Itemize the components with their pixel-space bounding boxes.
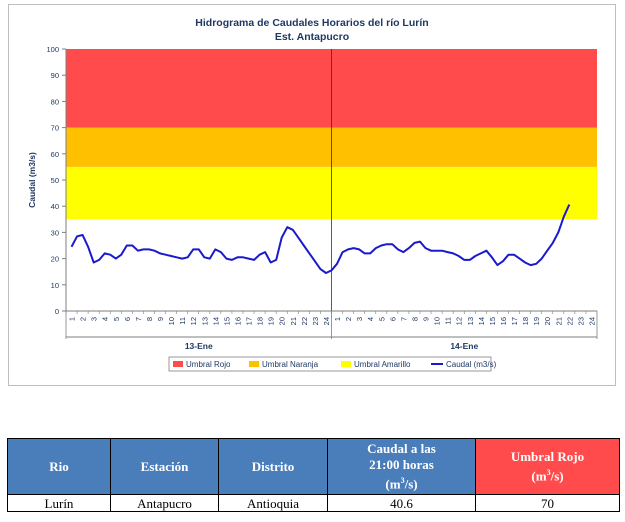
x-tick-label: 5	[377, 317, 386, 321]
x-tick-label: 8	[410, 317, 419, 321]
x-tick-label: 7	[134, 317, 143, 321]
x-tick-label: 24	[322, 317, 331, 325]
cell-rio: Lurín	[7, 494, 111, 512]
legend-label: Umbral Amarillo	[354, 360, 411, 369]
summary-table: Rio Estación Distrito Caudal a las 21:00…	[7, 438, 620, 512]
y-tick-label: 50	[51, 176, 59, 185]
chart-title: Hidrograma de Caudales Horarios del río …	[195, 17, 428, 29]
x-tick-label: 14	[211, 317, 220, 325]
y-tick-label: 30	[51, 228, 59, 237]
table-row: Lurín Antapucro Antioquia 40.6 70	[7, 494, 620, 512]
x-tick-label: 10	[433, 317, 442, 325]
legend-label: Caudal (m3/s)	[446, 360, 497, 369]
header-rio: Rio	[7, 438, 111, 495]
header-estacion: Estación	[110, 438, 219, 495]
y-tick-label: 90	[51, 71, 59, 80]
day-label: 14-Ene	[450, 341, 478, 351]
y-tick-label: 60	[51, 150, 59, 159]
table-header-row: Rio Estación Distrito Caudal a las 21:00…	[7, 438, 620, 495]
x-tick-label: 6	[123, 317, 132, 321]
cell-umbral: 70	[475, 494, 620, 512]
x-tick-label: 4	[366, 317, 375, 321]
x-tick-label: 11	[444, 317, 453, 325]
y-tick-label: 20	[51, 255, 59, 264]
x-tick-label: 4	[101, 317, 110, 321]
x-tick-label: 8	[145, 317, 154, 321]
x-tick-label: 23	[576, 317, 585, 325]
legend-label: Umbral Rojo	[186, 360, 231, 369]
x-tick-label: 24	[587, 317, 596, 325]
x-tick-label: 16	[499, 317, 508, 325]
x-tick-label: 19	[532, 317, 541, 325]
x-tick-label: 20	[543, 317, 552, 325]
x-tick-label: 9	[156, 317, 165, 321]
cell-caudal: 40.6	[327, 494, 476, 512]
x-tick-label: 20	[278, 317, 287, 325]
x-tick-label: 23	[311, 317, 320, 325]
x-tick-label: 21	[554, 317, 563, 325]
x-tick-label: 12	[189, 317, 198, 325]
x-tick-label: 7	[399, 317, 408, 321]
y-tick-label: 40	[51, 202, 59, 211]
x-tick-label: 10	[167, 317, 176, 325]
y-tick-label: 70	[51, 124, 59, 133]
legend-box	[168, 356, 492, 372]
x-tick-label: 3	[90, 317, 99, 321]
x-tick-label: 22	[300, 317, 309, 325]
hydrograph-chart: Hidrograma de Caudales Horarios del río …	[27, 17, 598, 372]
header-umbral-rojo: Umbral Rojo (m3/s)	[475, 438, 620, 495]
cell-distrito: Antioquia	[218, 494, 328, 512]
x-tick-label: 1	[333, 317, 342, 321]
x-tick-label: 21	[289, 317, 298, 325]
day-label: 13-Ene	[185, 341, 213, 351]
legend-label: Umbral Naranja	[262, 360, 319, 369]
x-tick-label: 17	[510, 317, 519, 325]
x-tick-label: 11	[178, 317, 187, 325]
x-tick-label: 3	[355, 317, 364, 321]
x-tick-label: 22	[565, 317, 574, 325]
x-tick-label: 5	[112, 317, 121, 321]
legend-swatch	[249, 361, 259, 367]
y-tick-label: 10	[51, 281, 59, 290]
x-tick-label: 18	[521, 317, 530, 325]
x-tick-label: 15	[222, 317, 231, 325]
x-tick-label: 18	[256, 317, 265, 325]
y-tick-label: 100	[46, 45, 59, 54]
cell-estacion: Antapucro	[110, 494, 219, 512]
x-tick-label: 2	[79, 317, 88, 321]
chart-panel: Hidrograma de Caudales Horarios del río …	[8, 4, 616, 386]
y-tick-label: 80	[51, 97, 59, 106]
x-tick-label: 2	[344, 317, 353, 321]
x-tick-label: 13	[200, 317, 209, 325]
header-caudal: Caudal a las 21:00 horas (m3/s)	[327, 438, 476, 495]
y-axis-label: Caudal (m3/s)	[27, 152, 37, 208]
x-tick-label: 14	[477, 317, 486, 325]
x-tick-label: 1	[68, 317, 77, 321]
x-tick-label: 13	[466, 317, 475, 325]
x-tick-label: 19	[267, 317, 276, 325]
x-tick-label: 15	[488, 317, 497, 325]
chart-subtitle: Est. Antapucro	[275, 31, 349, 43]
y-tick-label: 0	[55, 307, 59, 316]
series-line-caudal	[70, 204, 571, 274]
x-tick-label: 6	[388, 317, 397, 321]
legend-swatch	[341, 361, 351, 367]
x-tick-label: 16	[233, 317, 242, 325]
legend-swatch	[173, 361, 183, 367]
x-tick-label: 17	[245, 317, 254, 325]
x-tick-label: 12	[455, 317, 464, 325]
header-distrito: Distrito	[218, 438, 328, 495]
x-tick-label: 9	[422, 317, 431, 321]
